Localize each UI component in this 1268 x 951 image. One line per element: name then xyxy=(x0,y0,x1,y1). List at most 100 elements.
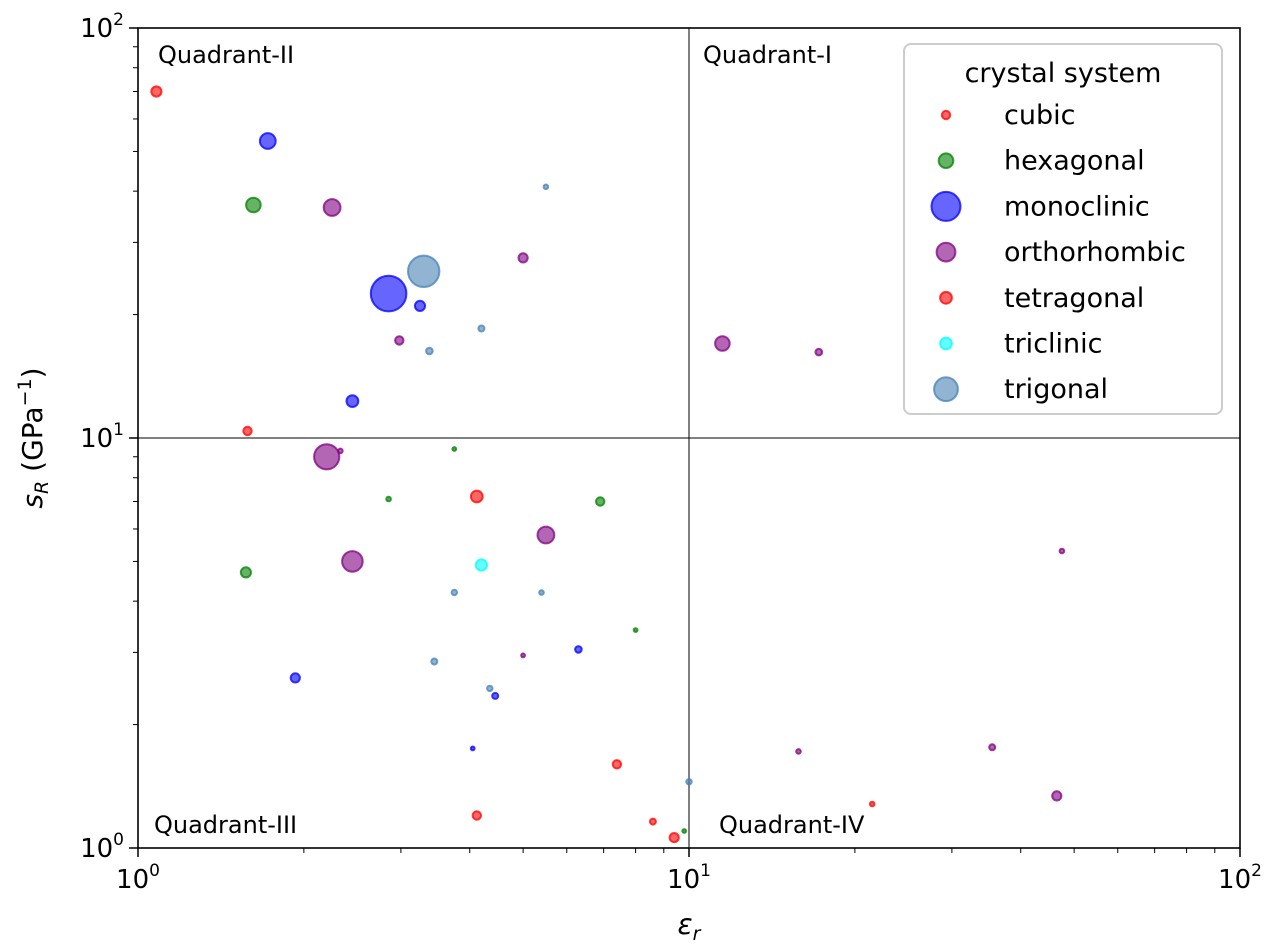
legend-label: cubic xyxy=(1004,100,1075,131)
data-point-orthorhombic xyxy=(341,550,364,573)
y-axis-label-subscript: R xyxy=(31,481,53,494)
data-point-orthorhombic xyxy=(517,252,529,264)
data-point-orthorhombic xyxy=(394,335,405,346)
series-triclinic xyxy=(474,558,488,572)
data-point-hexagonal xyxy=(681,828,688,834)
y-tick-label: 101 xyxy=(80,420,124,454)
data-point-monoclinic xyxy=(258,132,277,150)
data-point-orthorhombic xyxy=(337,447,344,455)
y-axis-label-unit-close: ) xyxy=(16,367,49,378)
legend-marker-tetragonal xyxy=(939,290,953,305)
y-tick-label: 102 xyxy=(80,10,124,44)
data-point-monoclinic xyxy=(574,645,583,654)
legend-entry: cubic xyxy=(940,100,1075,131)
y-tick-label: 100 xyxy=(80,830,124,864)
legend-box xyxy=(903,43,1223,415)
legend-entry: monoclinic xyxy=(930,190,1150,222)
legend-entry: tetragonal xyxy=(939,283,1144,314)
legend-marker-orthorhombic xyxy=(935,241,957,263)
quadrant-label: Quadrant-III xyxy=(154,811,297,839)
data-point-hexagonal xyxy=(595,496,606,507)
legend-marker-monoclinic xyxy=(930,190,962,222)
data-point-orthorhombic xyxy=(520,652,526,659)
series-monoclinic xyxy=(258,132,583,752)
data-point-trigonal xyxy=(538,589,545,596)
data-point-hexagonal xyxy=(245,196,262,214)
data-point-monoclinic xyxy=(345,394,360,409)
data-point-hexagonal xyxy=(451,446,458,452)
data-point-hexagonal xyxy=(385,495,392,503)
data-point-trigonal xyxy=(430,657,439,666)
legend: crystal system cubic hexagonal monoclinic or… xyxy=(903,43,1223,415)
quadrant-dividers xyxy=(138,28,1240,848)
data-point-hexagonal xyxy=(239,566,252,579)
data-point-trigonal xyxy=(542,183,550,191)
data-point-orthorhombic xyxy=(313,443,341,471)
x-tick-label: 101 xyxy=(667,861,711,895)
legend-marker-hexagonal xyxy=(937,152,955,169)
y-axis-label-unit: (GPa xyxy=(16,406,49,480)
legend-label: hexagonal xyxy=(1004,146,1145,177)
legend-entry: orthorhombic xyxy=(935,237,1186,268)
y-tick-base: 10 xyxy=(80,14,113,44)
y-tick-exponent: 2 xyxy=(113,10,124,30)
legend-label: orthorhombic xyxy=(1004,237,1186,268)
data-point-monoclinic xyxy=(469,745,476,752)
data-point-monoclinic xyxy=(413,299,427,312)
data-point-orthorhombic xyxy=(536,525,556,545)
data-point-tetragonal xyxy=(471,810,482,821)
quadrant-label: Quadrant-I xyxy=(703,41,832,69)
legend-marker-cubic xyxy=(940,109,952,121)
data-point-cubic xyxy=(868,800,876,808)
quadrant-label: Quadrant-IV xyxy=(719,811,865,839)
x-tick-exponent: 2 xyxy=(1251,861,1262,881)
x-tick-exponent: 1 xyxy=(700,861,711,881)
data-point-orthorhombic xyxy=(714,335,731,352)
series-tetragonal xyxy=(150,85,680,844)
legend-label: triclinic xyxy=(1004,329,1103,360)
data-point-tetragonal xyxy=(611,759,623,770)
data-point-orthorhombic xyxy=(814,347,824,357)
x-tick-label: 100 xyxy=(116,861,160,895)
quadrant-label: Quadrant-II xyxy=(158,41,294,69)
y-axis-label: sR (GPa−1) xyxy=(14,367,53,508)
legend-entry: hexagonal xyxy=(937,146,1145,177)
y-axis-label-unit-exponent: −1 xyxy=(14,378,36,406)
data-points xyxy=(150,85,1066,844)
series-orthorhombic xyxy=(313,198,1066,802)
data-point-tetragonal xyxy=(648,817,657,826)
x-tick-exponent: 0 xyxy=(149,861,160,881)
x-axis-label: εr xyxy=(678,908,702,945)
quadrant-labels: Quadrant-I Quadrant-II Quadrant-III Quadran… xyxy=(154,41,865,839)
legend-label: monoclinic xyxy=(1004,191,1150,222)
legend-label: tetragonal xyxy=(1004,283,1144,314)
x-axis-label-subscript: r xyxy=(693,923,702,945)
y-tick-exponent: 1 xyxy=(113,420,124,440)
data-point-triclinic xyxy=(474,558,488,572)
legend-marker-trigonal xyxy=(933,376,959,403)
x-tick-base: 10 xyxy=(667,865,700,895)
legend-marker-triclinic xyxy=(939,336,953,351)
x-tick-label: 102 xyxy=(1218,861,1262,895)
data-point-orthorhombic xyxy=(795,748,802,755)
data-point-tetragonal xyxy=(469,489,484,504)
data-point-trigonal xyxy=(407,254,441,288)
x-tick-base: 10 xyxy=(1218,865,1251,895)
legend-title: crystal system xyxy=(965,58,1162,89)
legend-entry: trigonal xyxy=(933,374,1108,405)
data-point-trigonal xyxy=(477,324,486,333)
data-point-orthorhombic xyxy=(988,743,997,752)
series-trigonal xyxy=(407,183,693,786)
data-point-hexagonal xyxy=(632,627,639,633)
data-point-tetragonal xyxy=(150,85,163,98)
data-point-trigonal xyxy=(486,684,494,693)
data-point-monoclinic xyxy=(289,672,301,684)
data-point-monoclinic xyxy=(491,691,500,700)
data-point-orthorhombic xyxy=(1058,547,1066,555)
y-tick-base: 10 xyxy=(80,834,113,864)
legend-label: trigonal xyxy=(1004,374,1108,405)
data-point-trigonal xyxy=(685,778,693,786)
